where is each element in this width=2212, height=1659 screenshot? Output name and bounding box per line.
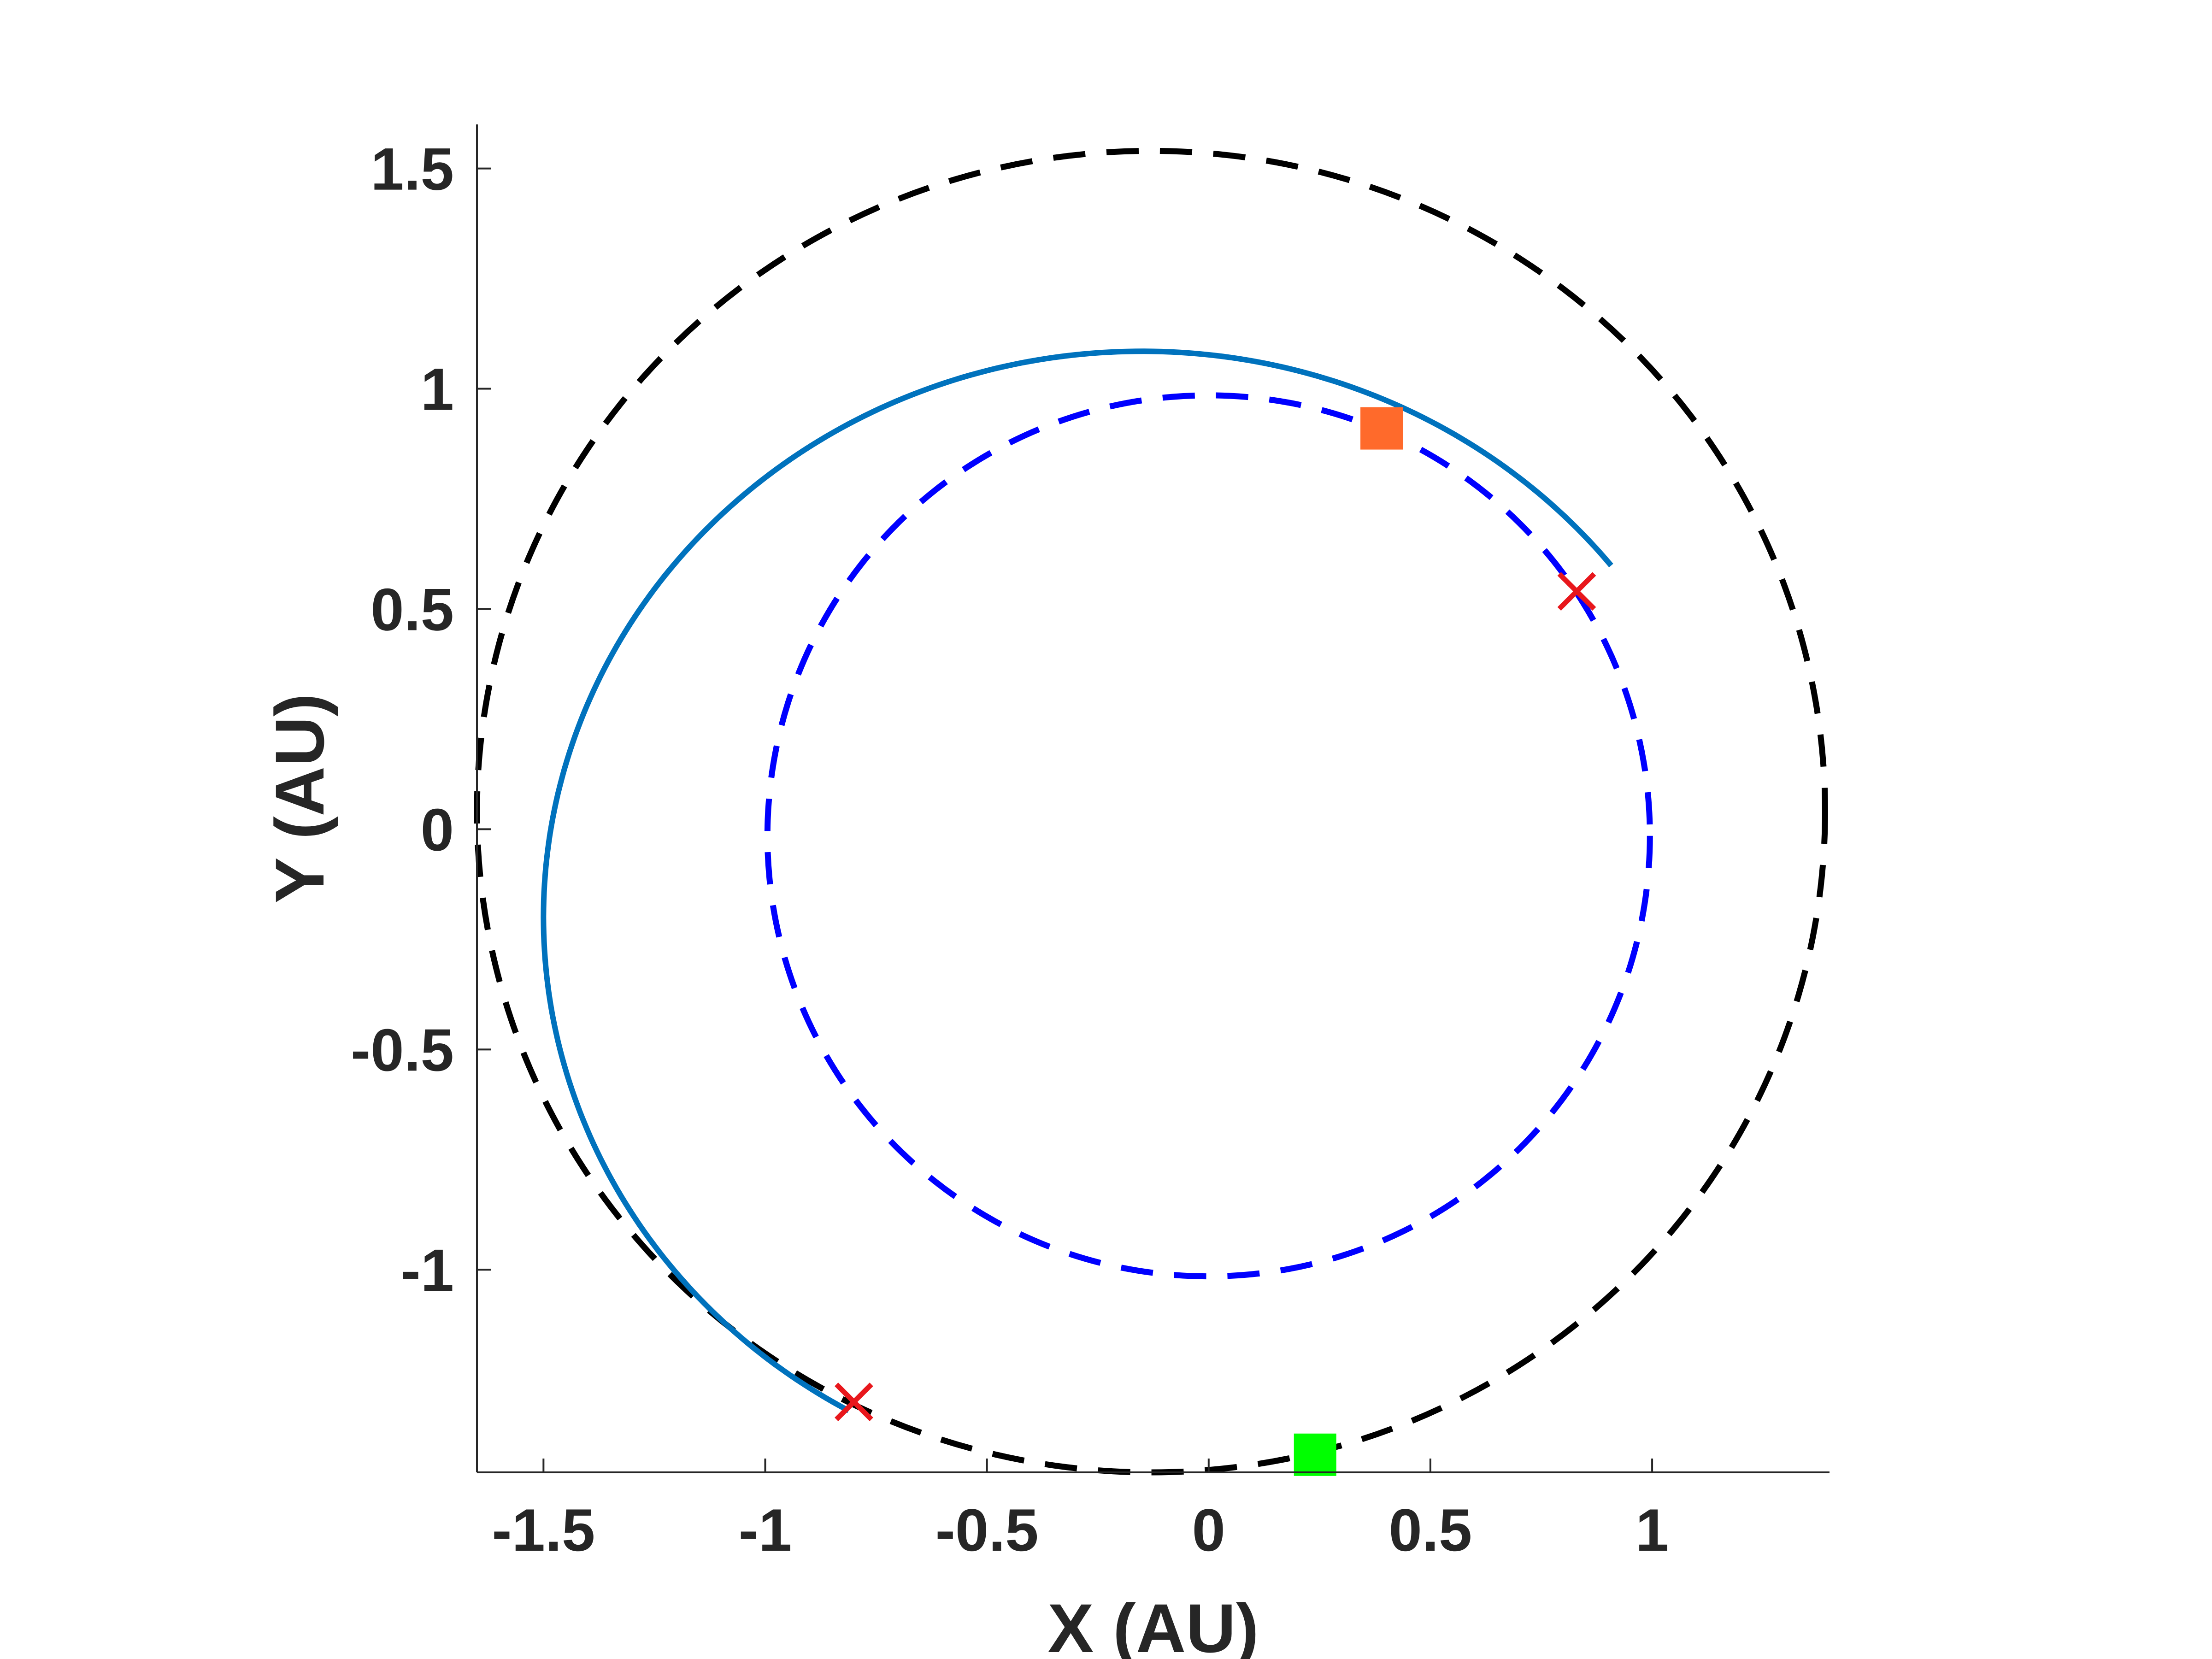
x-tick-label: 0 (1192, 1496, 1225, 1564)
orbit-ellipse-0 (764, 392, 1653, 1280)
y-tick-label: 0.5 (371, 576, 454, 643)
x-tick-label: 0.5 (1389, 1496, 1472, 1564)
square-marker-2 (1360, 407, 1403, 450)
y-tick-label: 0 (421, 796, 454, 863)
y-tick-label: 1 (421, 356, 454, 423)
cross-marker-1 (835, 1382, 873, 1421)
x-tick-label: -1.5 (492, 1496, 595, 1564)
cross-marker-0 (1557, 572, 1596, 611)
square-marker-3 (1294, 1433, 1336, 1476)
y-tick-label: -0.5 (351, 1016, 454, 1083)
x-tick-label: -1 (739, 1496, 792, 1564)
y-tick-label: 1.5 (371, 135, 454, 203)
axes: -1.5 -1 -0.5 0 0.5 1 -1 -0.5 0 0.5 1 1.5 (351, 124, 1830, 1564)
transfer-trajectory-2 (541, 348, 1613, 1413)
y-tick-label: -1 (400, 1236, 454, 1304)
plot-area (474, 147, 1828, 1476)
x-tick-label: 1 (1635, 1496, 1669, 1564)
x-tick-label: -0.5 (935, 1496, 1039, 1564)
x-axis-label: X (AU) (1047, 1589, 1259, 1659)
y-axis-label: Y (AU) (261, 694, 338, 904)
